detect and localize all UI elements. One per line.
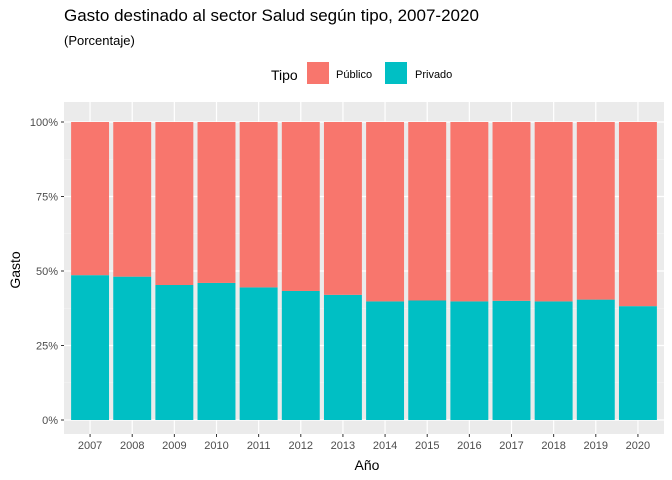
legend-swatch-privado xyxy=(385,62,407,84)
y-tick-label: 50% xyxy=(36,266,58,278)
x-tick-label: 2018 xyxy=(541,440,565,452)
bar-privado-2015 xyxy=(408,300,447,420)
x-tick-label: 2016 xyxy=(457,440,481,452)
x-tick-label: 2009 xyxy=(162,440,186,452)
chart-title: Gasto destinado al sector Salud según ti… xyxy=(64,6,479,25)
bar-privado-2020 xyxy=(618,306,657,420)
y-tick-label: 0% xyxy=(42,415,58,427)
chart-subtitle: (Porcentaje) xyxy=(64,33,135,48)
x-tick-label: 2019 xyxy=(584,440,608,452)
x-tick-label: 2013 xyxy=(331,440,355,452)
x-axis: 2007 2008 2009 2010 2011 2012 2013 2014 2015 2016… xyxy=(78,434,650,452)
legend-label-privado: Privado xyxy=(415,69,452,81)
bar-publico-2011 xyxy=(239,122,278,288)
x-tick-label: 2011 xyxy=(247,440,271,452)
bar-publico-2019 xyxy=(576,122,615,300)
bar-privado-2016 xyxy=(450,301,489,420)
bar-privado-2013 xyxy=(323,294,362,420)
plot-panel xyxy=(64,102,664,434)
bar-publico-2013 xyxy=(323,122,362,295)
x-tick-label: 2015 xyxy=(415,440,439,452)
x-tick-label: 2007 xyxy=(78,440,102,452)
y-tick-label: 100% xyxy=(30,117,58,129)
bar-publico-2010 xyxy=(197,122,236,283)
legend-title: Tipo xyxy=(271,67,298,83)
bar-publico-2018 xyxy=(534,122,573,302)
bar-publico-2016 xyxy=(450,122,489,302)
bar-privado-2010 xyxy=(197,282,236,420)
bar-privado-2009 xyxy=(155,285,194,420)
y-axis-title: Gasto xyxy=(7,251,23,289)
y-axis: 0% 25% 50% 75% 100% xyxy=(30,117,64,427)
x-tick-label: 2020 xyxy=(626,440,650,452)
bar-publico-2020 xyxy=(618,122,657,307)
x-tick-label: 2014 xyxy=(373,440,397,452)
bar-publico-2017 xyxy=(492,122,531,301)
x-tick-label: 2017 xyxy=(499,440,523,452)
bar-publico-2012 xyxy=(281,122,320,291)
bar-publico-2015 xyxy=(408,122,447,301)
y-tick-label: 75% xyxy=(36,192,58,204)
x-axis-title: Año xyxy=(355,457,380,473)
bar-publico-2008 xyxy=(113,122,152,277)
y-tick-label: 25% xyxy=(36,341,58,353)
legend-label-publico: Público xyxy=(336,69,372,81)
bar-publico-2007 xyxy=(71,122,110,276)
x-tick-label: 2012 xyxy=(289,440,313,452)
bar-privado-2018 xyxy=(534,301,573,420)
bars xyxy=(71,122,657,420)
bar-privado-2011 xyxy=(239,287,278,420)
bar-privado-2019 xyxy=(576,299,615,420)
x-tick-label: 2008 xyxy=(120,440,144,452)
bar-publico-2014 xyxy=(366,122,405,302)
bar-privado-2007 xyxy=(71,275,110,420)
bar-privado-2008 xyxy=(113,276,152,420)
x-tick-label: 2010 xyxy=(204,440,228,452)
bar-privado-2012 xyxy=(281,290,320,420)
bar-privado-2014 xyxy=(366,301,405,420)
legend-swatch-publico xyxy=(307,62,329,84)
bar-privado-2017 xyxy=(492,300,531,420)
legend: Tipo Público Privado xyxy=(271,62,452,84)
bar-publico-2009 xyxy=(155,122,194,286)
